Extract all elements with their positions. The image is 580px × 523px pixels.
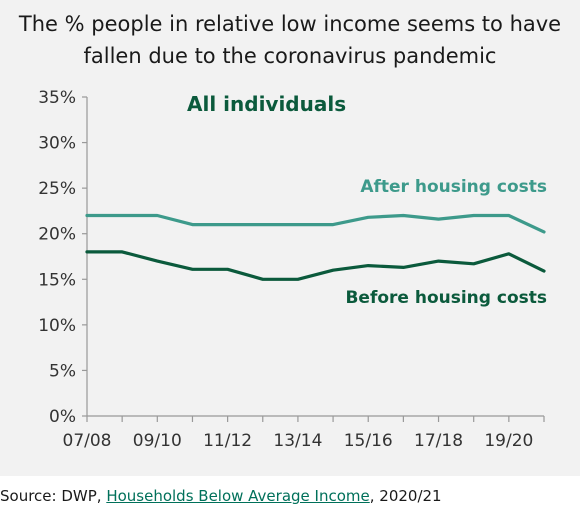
series-label-before-housing-costs: Before housing costs: [345, 288, 547, 308]
x-tick-label: 09/10: [133, 431, 182, 451]
series-lines: [85, 213, 546, 281]
x-tick-label: 15/16: [344, 431, 393, 451]
chart-subtitle: All individuals: [187, 92, 346, 116]
series-line-after-housing-costs: [85, 213, 546, 234]
source-note: Source: DWP, Households Below Average In…: [0, 487, 442, 505]
x-tick-label: 13/14: [273, 431, 322, 451]
x-tick-label: 19/20: [484, 431, 533, 451]
source-link[interactable]: Households Below Average Income: [106, 487, 370, 505]
y-tick-label: 15%: [38, 270, 76, 290]
line-chart: 0% 5% 10% 15% 20% 25% 30% 35% 07/08 09/10 11/12 13…: [38, 88, 547, 451]
source-suffix: , 2020/21: [369, 487, 442, 505]
chart-title: The % people in relative low income seem…: [18, 12, 562, 68]
chart-card: [0, 0, 580, 476]
y-tick-label: 10%: [38, 316, 76, 336]
y-tick-label: 5%: [49, 361, 76, 381]
x-tick-label: 07/08: [63, 431, 112, 451]
y-tick-label: 30%: [38, 134, 76, 154]
x-axis: 07/08 09/10 11/12 13/14 15/16 17/18 19/20: [63, 415, 545, 451]
x-tick-label: 17/18: [414, 431, 463, 451]
y-tick-label: 0%: [49, 407, 76, 427]
y-tick-label: 20%: [38, 225, 76, 245]
y-axis: 0% 5% 10% 15% 20% 25% 30% 35%: [38, 88, 88, 427]
series-line-before-housing-costs: [85, 250, 546, 281]
y-tick-label: 35%: [38, 88, 76, 108]
y-tick-label: 25%: [38, 179, 76, 199]
source-prefix: Source: DWP,: [0, 487, 107, 505]
series-label-after-housing-costs: After housing costs: [360, 177, 547, 197]
x-tick-label: 11/12: [203, 431, 252, 451]
